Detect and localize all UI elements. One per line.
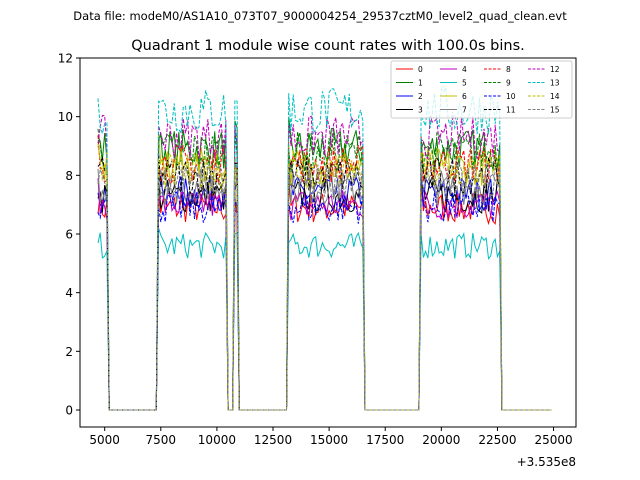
legend-label-10: 10 (506, 92, 516, 101)
legend-label-14: 14 (550, 92, 560, 101)
series-line-5 (97, 228, 552, 411)
y-tick-label: 6 (65, 227, 73, 241)
x-tick-label: 22500 (478, 433, 516, 447)
x-tick-label: 12500 (254, 433, 292, 447)
y-tick-label: 0 (65, 403, 73, 417)
chart-title: Quadrant 1 module wise count rates with … (131, 38, 525, 54)
legend-label-0: 0 (418, 65, 423, 74)
y-tick-label: 2 (65, 345, 73, 359)
series-line-14 (97, 145, 552, 411)
y-tick-label: 4 (65, 286, 73, 300)
x-axis: 5000 7500 10000 12500 15000 17500 20000 22500 25… (89, 427, 573, 447)
x-tick-label: 20000 (422, 433, 460, 447)
axes-frame (79, 57, 577, 428)
x-tick-label: 25000 (534, 433, 572, 447)
legend-box (390, 60, 573, 119)
legend-label-12: 12 (550, 65, 560, 74)
y-tick-label: 8 (65, 169, 73, 183)
series-line-12 (97, 114, 552, 411)
legend-label-6: 6 (462, 92, 467, 101)
legend-label-5: 5 (462, 79, 467, 88)
series-line-3 (97, 176, 552, 411)
x-tick-label: 7500 (146, 433, 177, 447)
legend-label-9: 9 (506, 79, 511, 88)
plot-area (97, 85, 552, 411)
y-tick-label: 10 (58, 110, 73, 124)
x-tick-label: 10000 (198, 433, 236, 447)
legend-label-8: 8 (506, 65, 511, 74)
legend-label-1: 1 (418, 79, 423, 88)
legend-label-2: 2 (418, 92, 423, 101)
legend-label-4: 4 (462, 65, 467, 74)
x-offset-label: +3.535e8 (517, 455, 576, 469)
legend-label-11: 11 (506, 106, 516, 115)
y-axis: 0 2 4 6 8 10 12 (58, 52, 80, 417)
legend-label-7: 7 (462, 106, 467, 115)
x-tick-label: 5000 (89, 433, 120, 447)
series-layer (97, 85, 552, 411)
series-line-13 (97, 85, 552, 411)
x-tick-label: 15000 (310, 433, 348, 447)
y-tick-label: 12 (58, 52, 73, 66)
series-line-15 (97, 161, 552, 411)
x-tick-label: 17500 (366, 433, 404, 447)
chart-suptitle: Data file: modeM0/AS1A10_073T07_90000042… (73, 9, 567, 23)
legend-label-3: 3 (418, 106, 423, 115)
series-line-10 (97, 191, 552, 411)
legend-label-15: 15 (550, 106, 560, 115)
legend-label-13: 13 (550, 79, 560, 88)
